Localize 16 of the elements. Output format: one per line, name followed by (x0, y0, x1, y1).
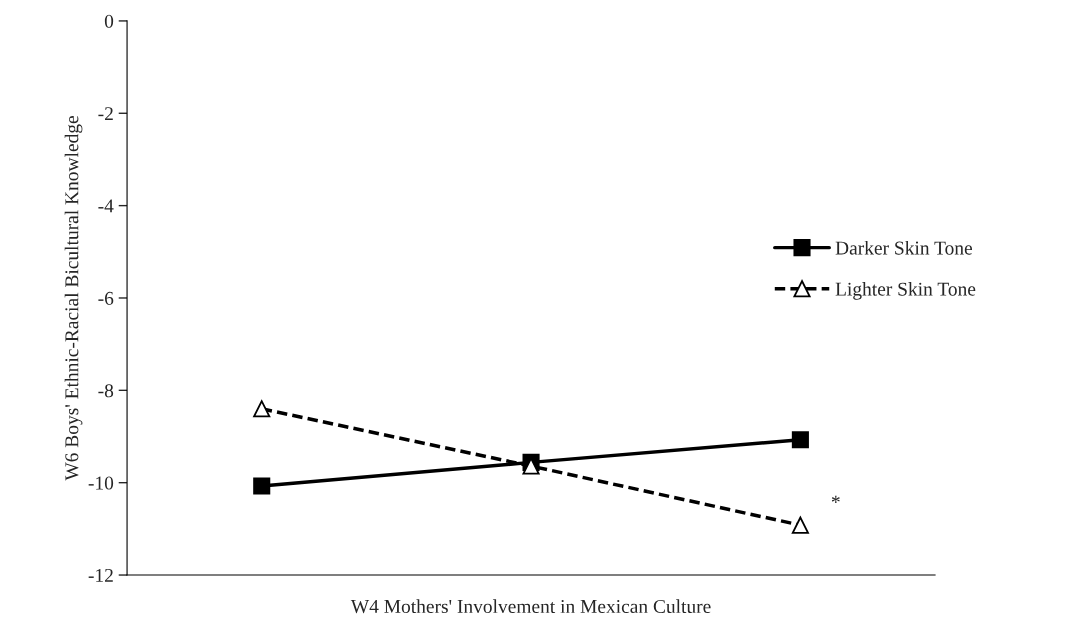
y-tick-label: 0 (104, 14, 114, 28)
point (791, 516, 809, 534)
y-tick-label: -10 (88, 476, 114, 490)
legend-label: Darker Skin Tone (835, 240, 972, 255)
legend-label: Lighter Skin Tone (835, 282, 976, 300)
point (791, 431, 809, 449)
point (253, 400, 271, 418)
y-tick-label: -12 (88, 568, 113, 582)
y-tick-label: -4 (98, 199, 114, 213)
y-tick-label: -8 (98, 384, 114, 398)
y-tick-label: -6 (98, 291, 114, 305)
x-axis-title: W4 Mothers' Involvement in Mexican Culture (350, 599, 711, 614)
point (253, 477, 271, 495)
y-tick-label: -2 (98, 107, 113, 121)
y-axis-title: W6 Boys' Ethnic-Racial Bicultural Knowledge (64, 116, 83, 481)
annotation: * (831, 495, 840, 503)
